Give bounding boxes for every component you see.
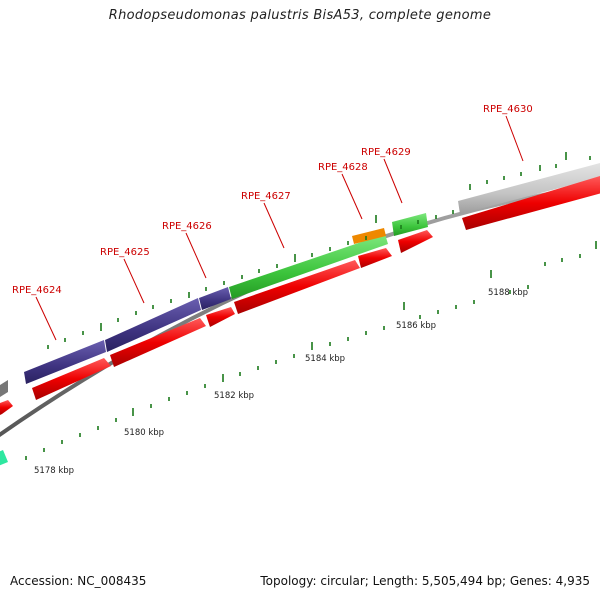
cds-arrow-4625: [110, 318, 206, 367]
topology-text: Topology: circular; Length: 5,505,494 bp…: [260, 574, 590, 588]
scale-label-5184: 5184 kbp: [305, 354, 345, 364]
scale-label-5188: 5188 kbp: [488, 288, 528, 298]
gene-label-4626: RPE_4626: [162, 221, 212, 232]
cog-bar-dark-gray: [0, 380, 8, 397]
cds-track: [0, 176, 600, 415]
upper-tick-row: [47, 152, 591, 349]
cog-bar-4628: [352, 228, 386, 244]
cds-arrow-0: [0, 400, 13, 415]
accession-text: Accession: NC_008435: [10, 574, 147, 588]
cds-arrow-4624: [32, 358, 111, 400]
cog-bar-4624: [24, 340, 106, 384]
scale-label-5180: 5180 kbp: [124, 428, 164, 438]
cds-arrow-4627: [234, 260, 360, 314]
cog-bar-4630: [458, 163, 600, 214]
cds-arrow-4629: [398, 230, 433, 253]
cog-bar-4629: [392, 213, 428, 236]
scale-label-5186: 5186 kbp: [396, 321, 436, 331]
scale-labels: 5178 kbp 5180 kbp 5182 kbp 5184 kbp 5186…: [34, 288, 528, 476]
gene-label-4627: RPE_4627: [241, 191, 291, 202]
cds-arrow-4628: [358, 248, 392, 268]
gene-label-4625: RPE_4625: [100, 247, 150, 258]
cog-track: [0, 163, 600, 397]
cog-bar-4626: [199, 287, 231, 310]
leader-lines: [35, 115, 524, 341]
genome-backbone: [0, 183, 600, 437]
gene-labels: RPE_4624 RPE_4625 RPE_4626 RPE_4627 RPE_…: [12, 104, 533, 296]
cds-arrow-4630: [462, 176, 600, 230]
cog-bar-teal: [0, 450, 8, 466]
scale-label-5178: 5178 kbp: [34, 466, 74, 476]
gene-label-4629: RPE_4629: [361, 147, 411, 158]
cds-arrow-4626: [206, 307, 235, 327]
lower-tick-row: [25, 241, 597, 460]
gene-label-4628: RPE_4628: [318, 162, 368, 173]
scale-label-5182: 5182 kbp: [214, 391, 254, 401]
cog-bar-4625: [105, 298, 201, 352]
gene-label-4624: RPE_4624: [12, 285, 62, 296]
gene-label-4630: RPE_4630: [483, 104, 533, 115]
page-title: Rhodopseudomonas palustris BisA53, compl…: [108, 8, 492, 23]
cog-bar-4627: [229, 234, 388, 299]
